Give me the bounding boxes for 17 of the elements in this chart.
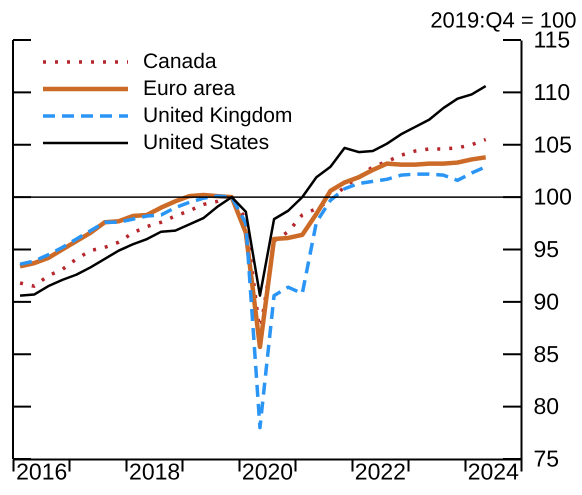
legend-label: United Kingdom	[143, 104, 292, 127]
x-tick-label: 2016	[16, 458, 68, 484]
legend-label: United States	[143, 131, 270, 154]
y-tick-label: 110	[534, 78, 570, 105]
x-tick-label: 2024	[468, 458, 520, 484]
y-tick-label: 105	[534, 131, 572, 158]
y-tick-label: 80	[534, 393, 560, 420]
y-tick-label: 85	[534, 340, 560, 367]
legend-label: Euro area	[143, 77, 236, 100]
y-tick-label: 95	[534, 236, 560, 262]
y-tick-label: 75	[534, 446, 560, 472]
x-tick-label: 2022	[354, 458, 406, 484]
y-tick-label: 90	[534, 288, 560, 314]
legend-label: Canada	[143, 50, 217, 73]
x-tick-label: 2020	[242, 458, 294, 484]
x-tick-label: 2018	[129, 458, 180, 484]
y-tick-label: 100	[534, 184, 572, 210]
